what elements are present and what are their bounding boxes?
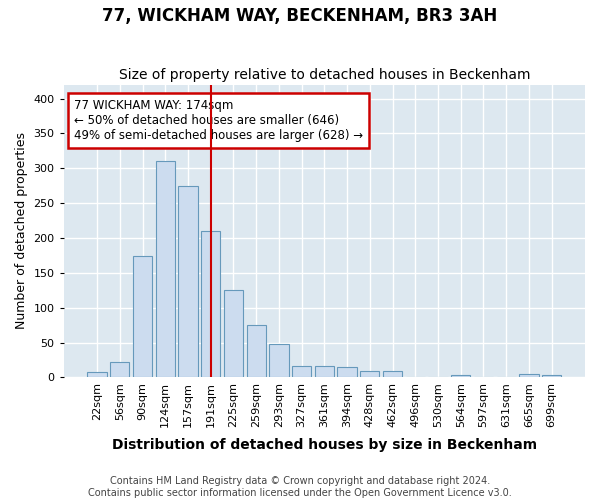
Bar: [201, 231, 220, 378]
X-axis label: Distribution of detached houses by size in Beckenham: Distribution of detached houses by size …: [112, 438, 537, 452]
Bar: [110, 362, 130, 378]
Bar: [337, 367, 357, 378]
Y-axis label: Number of detached properties: Number of detached properties: [15, 132, 28, 330]
Title: Size of property relative to detached houses in Beckenham: Size of property relative to detached ho…: [119, 68, 530, 82]
Bar: [247, 325, 266, 378]
Bar: [292, 366, 311, 378]
Text: Contains HM Land Registry data © Crown copyright and database right 2024.
Contai: Contains HM Land Registry data © Crown c…: [88, 476, 512, 498]
Bar: [269, 344, 289, 378]
Bar: [224, 290, 243, 378]
Bar: [383, 371, 402, 378]
Bar: [178, 186, 197, 378]
Bar: [314, 366, 334, 378]
Bar: [133, 256, 152, 378]
Bar: [542, 374, 562, 378]
Bar: [360, 371, 379, 378]
Bar: [451, 376, 470, 378]
Bar: [155, 162, 175, 378]
Text: 77, WICKHAM WAY, BECKENHAM, BR3 3AH: 77, WICKHAM WAY, BECKENHAM, BR3 3AH: [103, 8, 497, 26]
Bar: [88, 372, 107, 378]
Text: 77 WICKHAM WAY: 174sqm
← 50% of detached houses are smaller (646)
49% of semi-de: 77 WICKHAM WAY: 174sqm ← 50% of detached…: [74, 99, 363, 142]
Bar: [519, 374, 539, 378]
